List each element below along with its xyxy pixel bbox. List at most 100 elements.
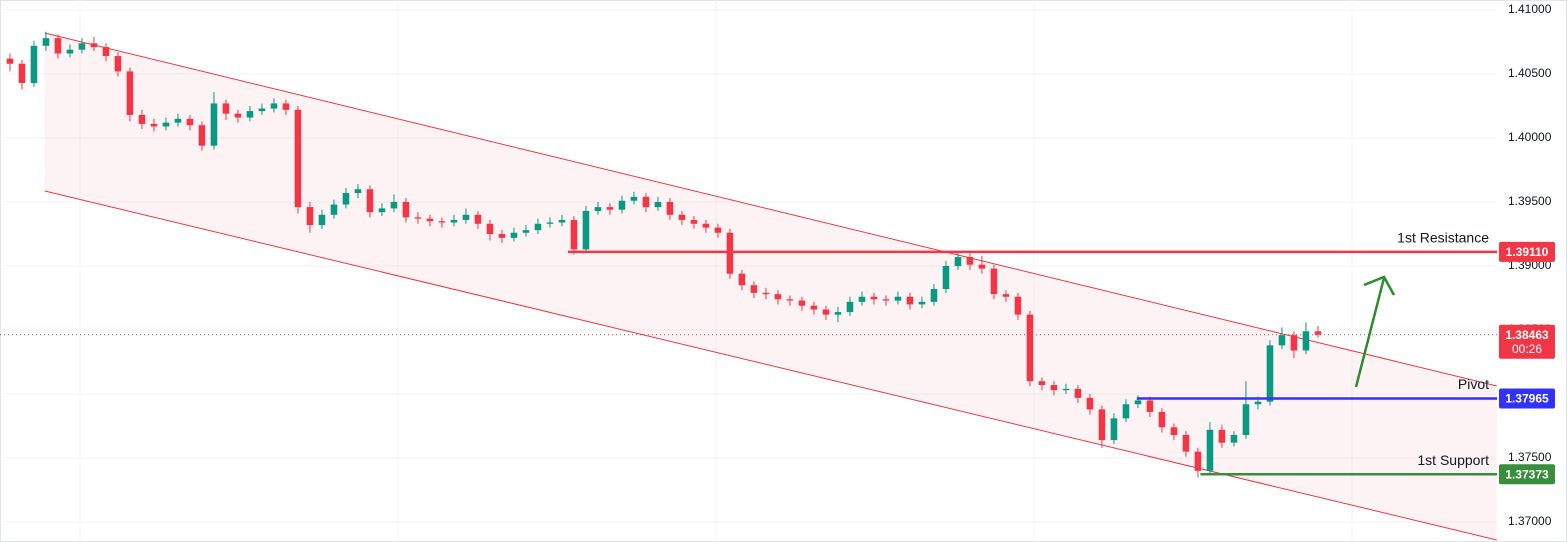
level-name: 1st Support	[1417, 452, 1489, 468]
candle-body	[702, 223, 710, 228]
candle-body	[426, 218, 434, 222]
candle-body	[870, 296, 878, 300]
vertical-grid	[79, 0, 1353, 542]
candle-body	[246, 111, 254, 118]
candle-body	[474, 214, 482, 224]
candle-body	[1062, 388, 1070, 391]
candle-body	[1134, 400, 1142, 405]
y-tick-label: 1.40500	[1508, 66, 1552, 80]
candle-body	[858, 296, 866, 302]
candle-body	[750, 285, 758, 293]
candle-body	[1254, 401, 1262, 405]
candle-body	[510, 232, 518, 238]
candle-body	[1074, 388, 1082, 398]
arrow-shaft	[1354, 277, 1386, 388]
candle-body	[882, 299, 890, 301]
candle-body	[726, 232, 734, 274]
candle-body	[378, 208, 386, 213]
candle-body	[714, 227, 722, 233]
candle-body	[174, 118, 182, 123]
candle-body	[606, 207, 614, 210]
candle-body	[18, 63, 26, 83]
candle-body	[282, 103, 290, 110]
y-tick-label: 1.37000	[1508, 514, 1552, 528]
candle-body	[654, 202, 662, 208]
candle-body	[462, 214, 470, 220]
candle-body	[1194, 451, 1202, 471]
candle-body	[942, 266, 950, 290]
candle-body	[1242, 404, 1250, 435]
candle-body	[690, 219, 698, 224]
candle-body	[102, 47, 110, 57]
candle-body	[642, 196, 650, 208]
candle-body	[522, 230, 530, 233]
candle-body	[354, 189, 362, 194]
current-price-label: 1.38463	[1505, 328, 1549, 342]
candle-body	[366, 189, 374, 213]
candle-body	[1230, 434, 1238, 443]
candle-body	[6, 58, 14, 64]
candle-body	[1110, 418, 1118, 441]
candle-body	[270, 103, 278, 109]
candle-body	[294, 109, 302, 208]
y-tick-label: 1.41000	[1508, 2, 1552, 16]
candle-body	[966, 257, 974, 265]
candle-body	[1314, 331, 1322, 335]
channel-line	[44, 32, 1497, 387]
y-tick-label: 1.39500	[1508, 194, 1552, 208]
candle-body	[414, 217, 422, 219]
candle-body	[258, 108, 266, 112]
candle-body	[126, 71, 134, 115]
price-tag	[1499, 464, 1555, 485]
candle-body	[630, 196, 638, 201]
candle-body	[210, 103, 218, 146]
front-layer: 1st Resistance 1.39110 Pivot 1.37965 1st Sup…	[567, 230, 1555, 485]
candle-body	[66, 49, 74, 54]
countdown-label: 00:26	[1512, 342, 1542, 356]
candle-body	[534, 223, 542, 231]
y-tick-label: 1.37500	[1508, 450, 1552, 464]
candle-body	[402, 202, 410, 218]
candle-body	[222, 103, 230, 114]
candles	[6, 31, 1322, 478]
channel-fill	[44, 33, 1497, 540]
candle-body	[798, 300, 806, 306]
y-tick-label: 1.40000	[1508, 130, 1552, 144]
candle-body	[198, 125, 206, 146]
arrow-head	[1363, 275, 1396, 296]
candle-body	[618, 200, 626, 210]
candle-body	[450, 219, 458, 223]
candle-body	[786, 299, 794, 301]
candle-body	[1086, 397, 1094, 410]
candle-body	[486, 223, 494, 235]
candle-body	[1182, 434, 1190, 452]
candle-body	[822, 309, 830, 315]
candle-body	[978, 264, 986, 269]
candle-body	[498, 234, 506, 238]
candle-body	[330, 204, 338, 215]
candle-body	[186, 118, 194, 126]
candle-body	[1218, 429, 1226, 443]
candle-body	[774, 294, 782, 300]
candle-body	[1170, 427, 1178, 435]
candle-body	[1122, 404, 1130, 419]
candle-body	[930, 289, 938, 302]
candle-body	[990, 268, 998, 295]
price-tag-label: 1.37965	[1505, 392, 1549, 406]
price-tag-label: 1.39110	[1506, 245, 1549, 259]
current-price-tag	[1499, 324, 1555, 359]
candle-body	[762, 292, 770, 295]
candle-body	[1146, 400, 1154, 412]
candle-body	[78, 43, 86, 50]
candle-body	[582, 210, 590, 250]
price-tag-label: 1.37373	[1505, 467, 1549, 481]
price-tag	[1499, 241, 1555, 262]
candle-body	[894, 296, 902, 301]
candle-body	[810, 305, 818, 310]
candle-body	[438, 221, 446, 223]
candle-body	[318, 214, 326, 226]
candle-body	[54, 38, 62, 54]
candle-body	[1014, 296, 1022, 315]
candle-body	[954, 257, 962, 267]
